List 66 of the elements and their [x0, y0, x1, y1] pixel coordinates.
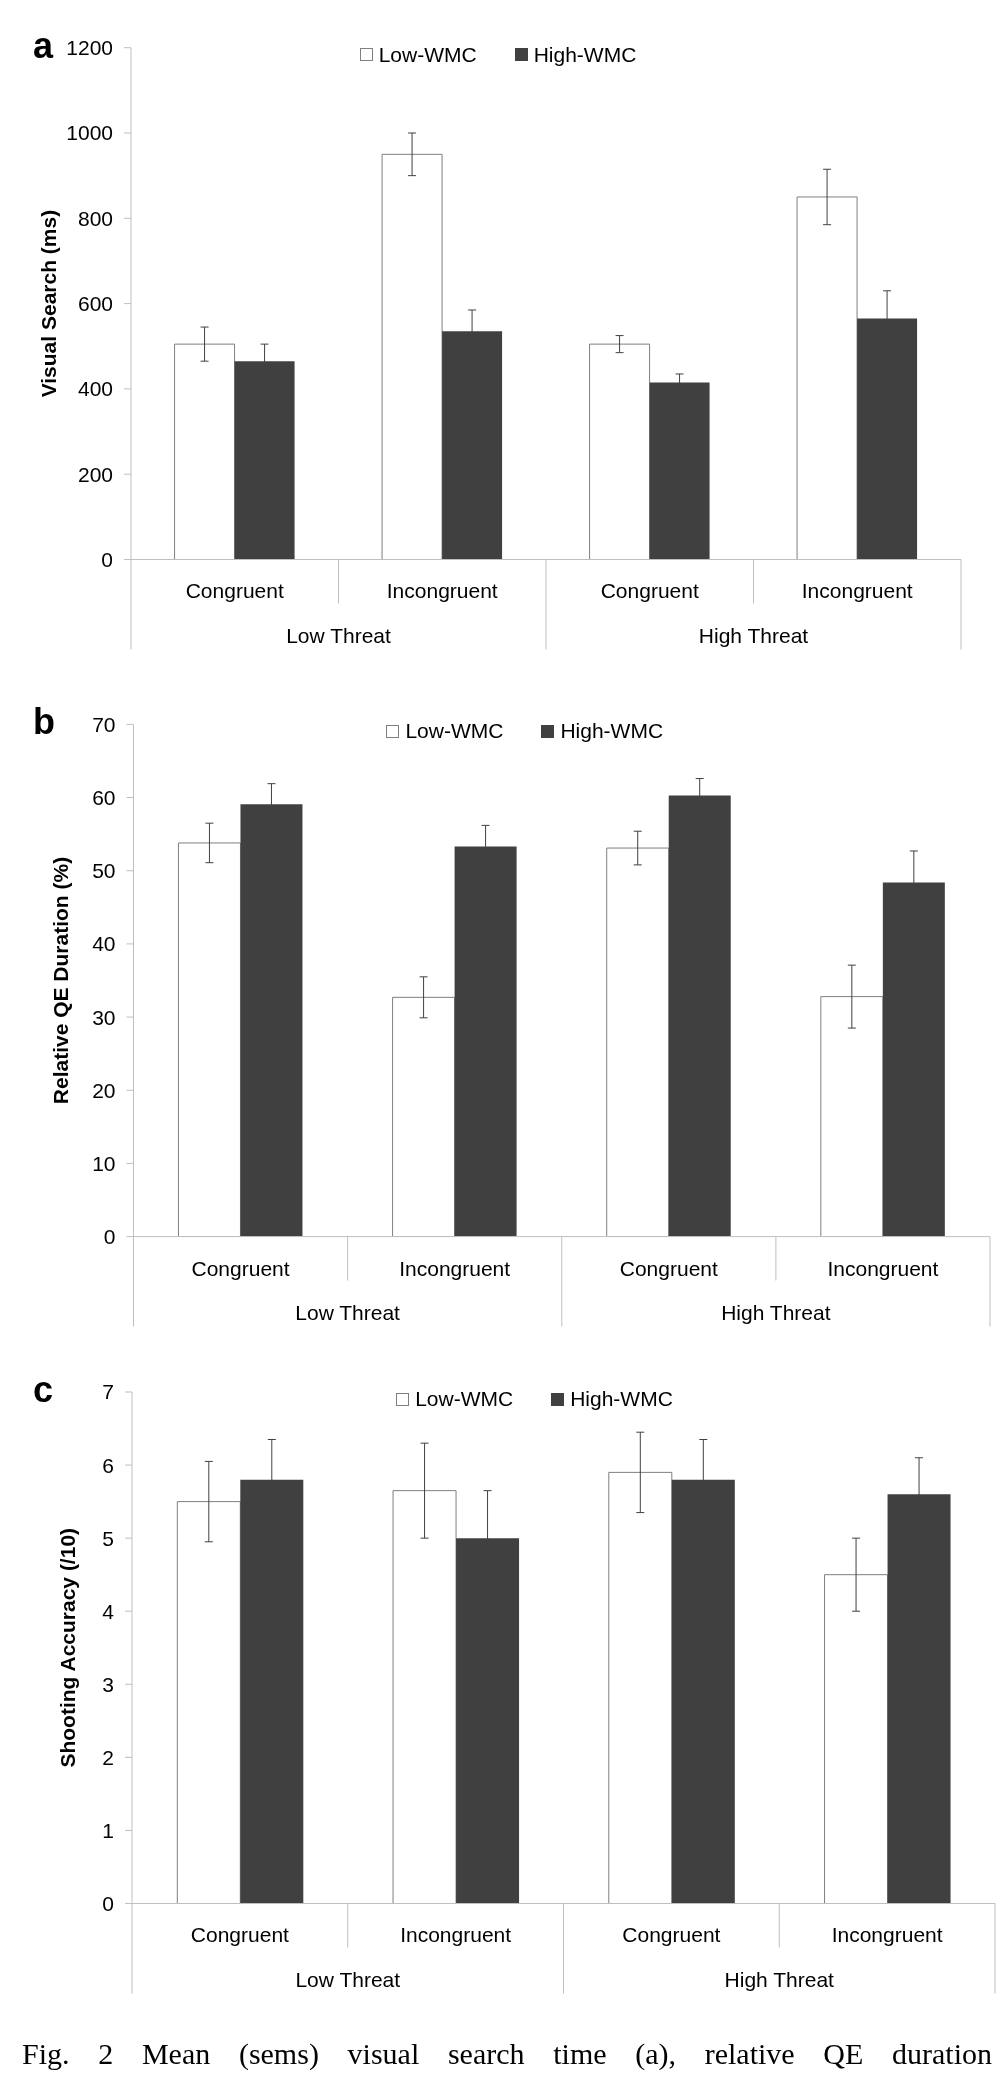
- y-tick-label: 1000: [66, 121, 113, 145]
- bar: [174, 343, 236, 560]
- bar: [176, 1501, 241, 1904]
- x-tick-label: Congruent: [622, 1923, 721, 1947]
- y-tick-label: 10: [92, 1151, 116, 1175]
- x-tick-label: Incongruent: [400, 1923, 512, 1947]
- y-tick-label: 2: [102, 1745, 114, 1769]
- x-tick-label: Incongruent: [831, 1923, 943, 1947]
- y-tick-label: 0: [103, 1225, 116, 1249]
- bar: [824, 1574, 889, 1904]
- text: High Threat: [724, 1967, 835, 1991]
- x-tick-label: Incongruent: [801, 579, 913, 603]
- y-axis-title: Visual Search (ms): [36, 209, 60, 398]
- bar: [177, 842, 241, 1237]
- y-axis-title: Relative QE Duration (%): [48, 856, 72, 1105]
- bar: [606, 847, 670, 1237]
- bar: [392, 1490, 457, 1904]
- legend-label: High-WMC: [570, 1386, 673, 1412]
- text: High Threat: [721, 1300, 831, 1324]
- x-tick-label: Congruent: [185, 579, 284, 603]
- bar: [608, 1471, 673, 1904]
- bar: [392, 996, 456, 1237]
- y-tick-label: 1: [102, 1818, 114, 1842]
- y-tick-label: 6: [102, 1453, 114, 1477]
- legend-label: Low-WMC: [405, 718, 504, 745]
- y-tick-label: 4: [102, 1599, 115, 1623]
- y-tick-label: 1200: [66, 36, 113, 60]
- bar: [589, 343, 651, 560]
- x-tick-label: Incongruent: [386, 579, 498, 603]
- caption: Fig. 2 Mean (sems) visual search time (a), relative QE duration: [22, 2036, 992, 2072]
- bar: [820, 996, 884, 1237]
- x-tick-label: Congruent: [190, 1923, 290, 1947]
- text: High Threat: [698, 623, 809, 647]
- y-tick-label: 50: [92, 859, 116, 883]
- y-tick-label: 0: [101, 547, 113, 571]
- legend-label: High-WMC: [560, 718, 664, 745]
- y-tick-label: 7: [102, 1380, 114, 1404]
- y-tick-label: 3: [102, 1672, 114, 1696]
- x-tick-label: Incongruent: [399, 1256, 511, 1280]
- chart-title: b: [33, 701, 55, 743]
- legend-label: Low-WMC: [415, 1386, 514, 1412]
- y-tick-label: 70: [92, 712, 116, 736]
- x-tick-label: Congruent: [619, 1256, 719, 1280]
- bar: [381, 153, 443, 560]
- y-tick-label: 0: [102, 1891, 114, 1915]
- text: Low Threat: [295, 1300, 401, 1324]
- y-tick-label: 60: [92, 786, 116, 810]
- text: Low Threat: [295, 1967, 401, 1991]
- y-tick-label: 200: [77, 462, 113, 486]
- x-tick-label: Congruent: [600, 579, 699, 603]
- legend-label: High-WMC: [533, 41, 637, 68]
- y-tick-label: 600: [77, 292, 113, 316]
- chart-title: a: [33, 24, 54, 66]
- x-tick-label: Incongruent: [827, 1256, 939, 1280]
- y-tick-label: 40: [92, 932, 116, 956]
- y-axis-title: Shooting Accuracy (/10): [55, 1527, 79, 1768]
- y-tick-label: 400: [77, 377, 113, 401]
- y-tick-label: 30: [92, 1005, 116, 1029]
- text: Low Threat: [286, 623, 391, 647]
- x-tick-label: Congruent: [191, 1256, 290, 1280]
- bar: [796, 196, 858, 560]
- legend-label: Low-WMC: [378, 41, 477, 68]
- y-tick-label: 800: [77, 206, 113, 230]
- chart-title: c: [33, 1369, 54, 1410]
- y-tick-label: 5: [102, 1526, 114, 1550]
- y-tick-label: 20: [92, 1078, 116, 1102]
